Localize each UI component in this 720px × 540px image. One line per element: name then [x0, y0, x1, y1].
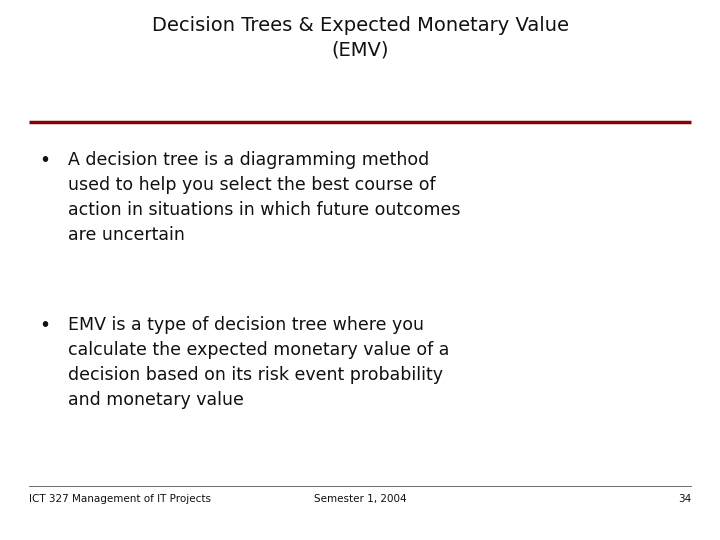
Text: •: •: [40, 151, 50, 170]
Text: ICT 327 Management of IT Projects: ICT 327 Management of IT Projects: [29, 494, 211, 504]
Text: EMV is a type of decision tree where you
calculate the expected monetary value o: EMV is a type of decision tree where you…: [68, 316, 450, 409]
Text: A decision tree is a diagramming method
used to help you select the best course : A decision tree is a diagramming method …: [68, 151, 461, 244]
Text: •: •: [40, 316, 50, 335]
Text: Decision Trees & Expected Monetary Value
(EMV): Decision Trees & Expected Monetary Value…: [151, 16, 569, 59]
Text: Semester 1, 2004: Semester 1, 2004: [314, 494, 406, 504]
Text: 34: 34: [678, 494, 691, 504]
